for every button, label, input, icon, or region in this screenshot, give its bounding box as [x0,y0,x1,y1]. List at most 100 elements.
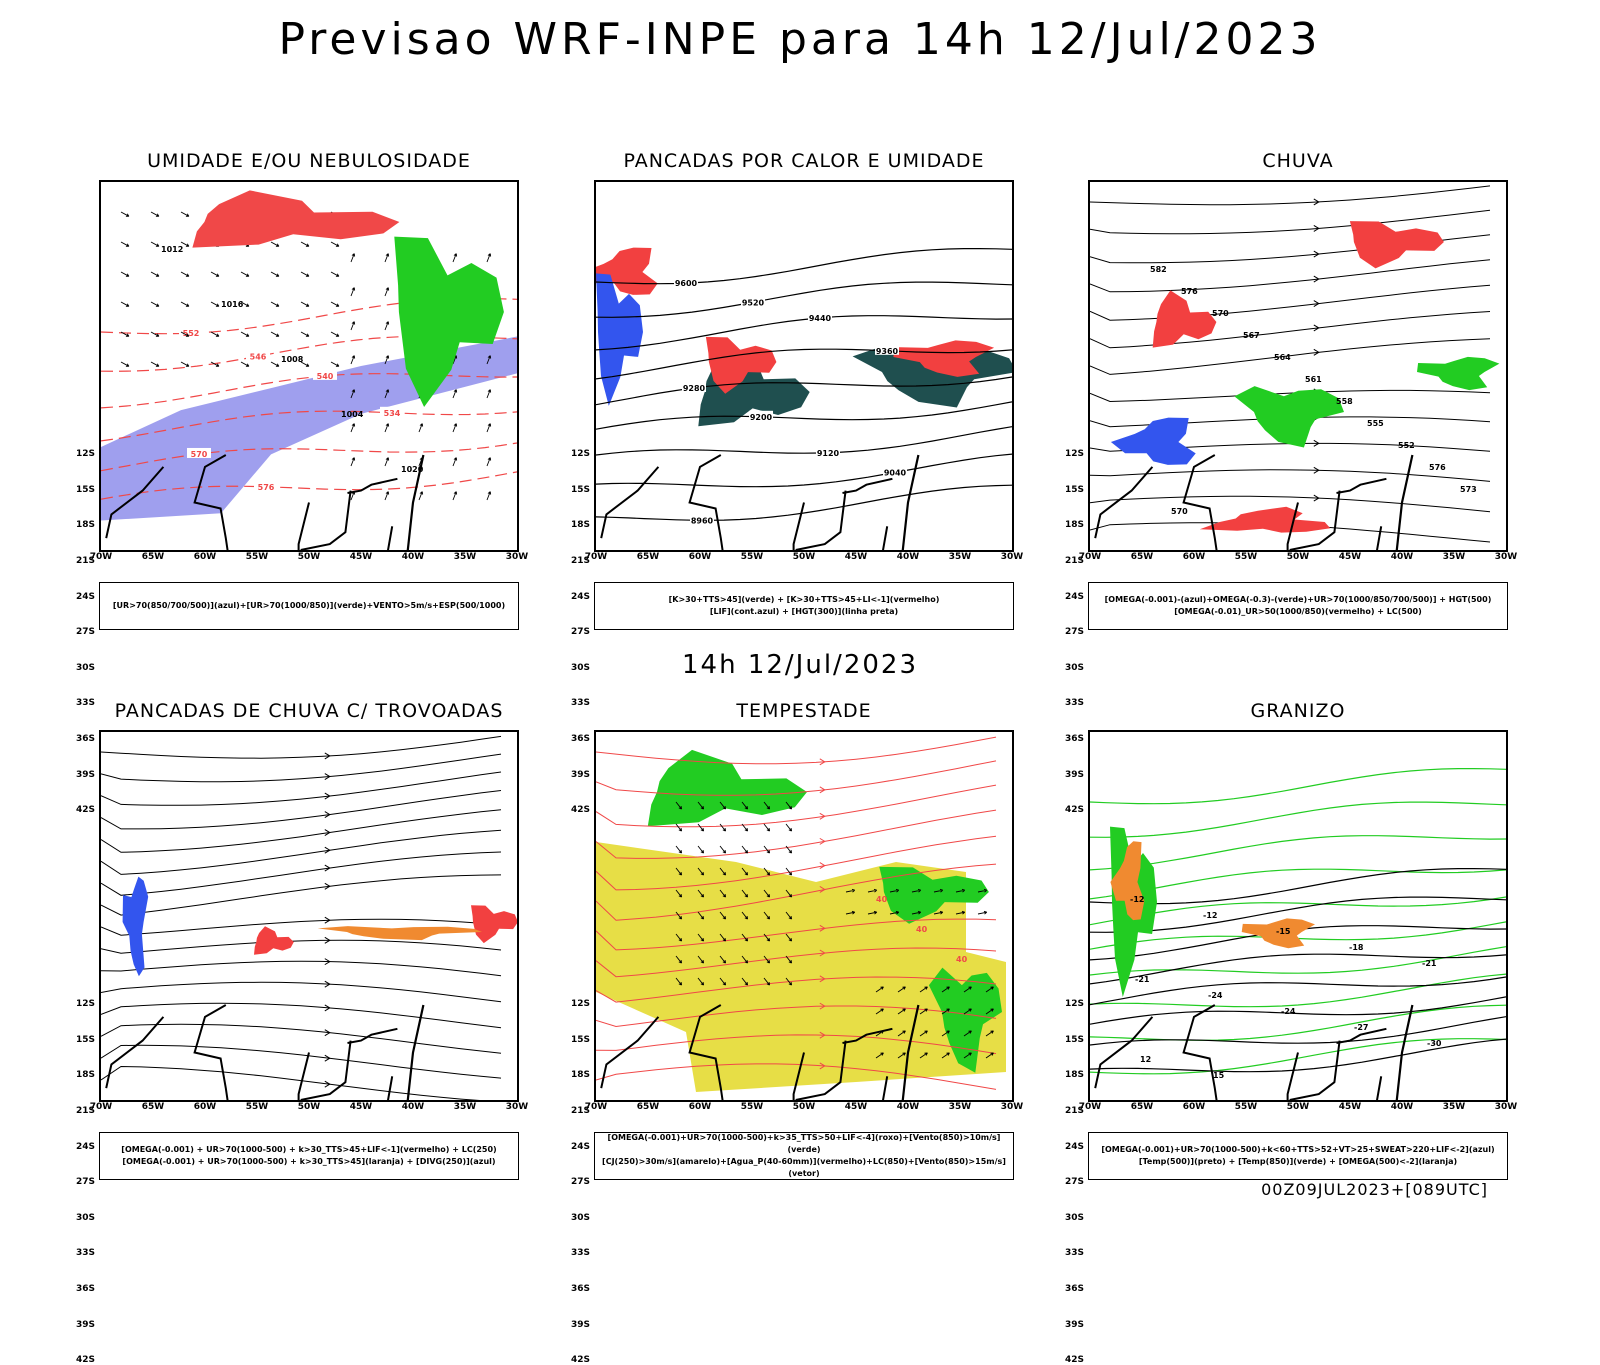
border-line [1094,1016,1154,1089]
wind-vector [330,271,340,277]
heat-shower-area [852,346,1012,408]
lat-tick-label: 18S [75,520,95,531]
wind-vector [240,361,250,367]
wind-vector [180,331,190,337]
lowlevel-streamline [596,760,997,796]
wind-vector [785,801,793,810]
streamline [101,960,502,977]
border-line [842,477,893,494]
wind-vector [785,867,793,876]
wind-vector [955,888,966,893]
border-line [1336,477,1387,494]
wind-vector [697,955,705,964]
lowlevel-streamline-arrow [819,949,826,957]
contour-label: 540 [317,372,334,381]
wind-vector [300,331,310,337]
wind-vector [270,271,280,277]
lat-tick-label: 24S [570,1141,590,1152]
wind-vector [785,955,793,964]
streamline-arrow [324,882,331,890]
wind-vector [675,889,683,898]
border-line [193,454,229,550]
lat-tick-label: 12S [570,449,590,460]
geopotential-contour [596,376,1012,406]
contour-label: 573 [1460,485,1477,494]
border-line [347,477,398,494]
wind-vector [120,361,130,367]
wind-vector [763,823,771,832]
lon-tick-label: 55W [740,552,764,562]
contour-label: 8960 [691,516,714,525]
wind-vector [875,986,884,993]
wind-vector [977,910,988,915]
geopotential-contour [596,484,1012,521]
wind-vector [350,355,356,365]
lat-tick-label: 36S [75,734,95,745]
map-canvas: 582 576 570 567 564 561 558 555 552 576 573 570 [1090,185,1500,550]
lowlevel-streamline [596,835,997,891]
contour-label: 9120 [817,449,840,458]
lon-tick-label: 60W [1182,1102,1206,1112]
contour-label: 534 [384,409,401,418]
legend-line: [OMEGA(-0.001) + UR>70(1000-500) + k>30_… [122,1157,496,1166]
lat-tick-label: 12S [75,449,95,460]
border-line [300,1040,352,1100]
streamline-arrow [324,916,331,924]
wind-vector [963,1030,972,1037]
contour-label: 567 [1243,331,1260,340]
lon-tick-label: 45W [349,1102,373,1112]
wind-850-area [879,866,989,924]
wind-vector [270,241,280,247]
border-line [600,466,660,539]
wind-vector [452,491,458,501]
wind-vector [330,331,340,337]
wind-vector [120,301,130,307]
wind-vector [210,271,220,277]
streamline-arrow [324,958,331,966]
wind-vector [889,888,900,893]
wind-vector [330,241,340,247]
wind-vector [675,977,683,986]
lon-tick-label: 70W [584,1102,608,1112]
map-canvas [101,735,517,1100]
lowlevel-streamline [596,918,997,951]
border-line [105,466,165,539]
border-line [792,1052,805,1100]
lat-tick-label: 30S [1064,1212,1084,1223]
lon-tick-label: 55W [740,1102,764,1112]
wind-vector [919,1030,928,1037]
lowlevel-streamline-arrow [819,758,826,766]
streamline [101,753,502,783]
map-frame: 40 40 40 [594,730,1014,1102]
temp500-contour [1090,1016,1506,1046]
border-line [297,1052,310,1100]
wind-vector [897,986,906,993]
temp500-contour [1090,868,1506,905]
lon-tick-label: 60W [193,552,217,562]
streamline-arrow [1313,224,1320,232]
lon-tick-label: 55W [1234,1102,1258,1112]
streamline [101,1002,502,1029]
wind-vector [985,1052,994,1059]
lowlevel-streamline-arrow [819,1031,826,1039]
moisture-green-area [394,236,504,407]
lowlevel-streamline-arrow [819,886,826,893]
lat-tick-label: 36S [570,1284,590,1295]
wind-vector [210,301,220,307]
lat-tick-label: 21S [75,1106,95,1116]
wind-vector [120,331,130,337]
pressure-label: 1012 [161,245,183,254]
streamline [101,1044,502,1079]
contour-label: -18 [1349,943,1364,952]
lowlevel-streamline-arrow [819,786,826,794]
lat-tick-label: 18S [1064,1070,1084,1081]
streamline-arrow [324,1080,331,1088]
wind-vector [955,910,966,915]
panel-humidity: UMIDADE E/OU NEBULOSIDADE 552 546 540 534 570… [76,150,528,815]
wind-vector [300,241,310,247]
streamline [101,771,502,806]
lon-tick-label: 50W [1286,1102,1310,1112]
wind-vector [300,301,310,307]
contour-label: 552 [1398,441,1415,450]
pressure-label: 1008 [281,355,304,364]
